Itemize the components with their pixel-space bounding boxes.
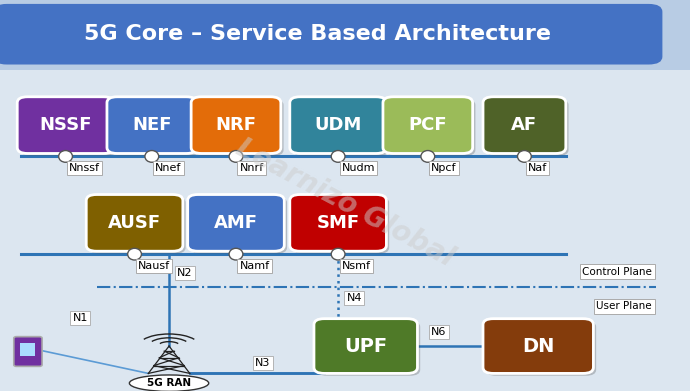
Ellipse shape: [421, 151, 435, 162]
Text: NSSF: NSSF: [39, 116, 92, 134]
FancyBboxPatch shape: [0, 4, 662, 65]
Text: 5G RAN: 5G RAN: [147, 378, 191, 388]
FancyBboxPatch shape: [314, 319, 417, 373]
Text: N1: N1: [72, 313, 88, 323]
Text: Nausf: Nausf: [138, 261, 170, 271]
Text: Namf: Namf: [239, 261, 270, 271]
Ellipse shape: [518, 151, 531, 162]
Ellipse shape: [59, 151, 72, 162]
Text: AMF: AMF: [214, 214, 258, 232]
Text: User Plane: User Plane: [596, 301, 652, 311]
Text: Nnssf: Nnssf: [69, 163, 100, 174]
FancyBboxPatch shape: [486, 99, 569, 156]
Ellipse shape: [331, 151, 345, 162]
FancyBboxPatch shape: [293, 197, 389, 253]
FancyBboxPatch shape: [107, 97, 197, 153]
FancyBboxPatch shape: [486, 321, 596, 376]
Ellipse shape: [145, 151, 159, 162]
Text: Nsmf: Nsmf: [342, 261, 371, 271]
Text: PCF: PCF: [408, 116, 447, 134]
FancyBboxPatch shape: [188, 194, 284, 251]
Ellipse shape: [129, 375, 209, 391]
FancyBboxPatch shape: [290, 194, 386, 251]
FancyBboxPatch shape: [386, 99, 475, 156]
Text: UDM: UDM: [315, 116, 362, 134]
FancyBboxPatch shape: [0, 0, 690, 70]
Text: N4: N4: [346, 293, 362, 303]
Text: AUSF: AUSF: [108, 214, 161, 232]
FancyBboxPatch shape: [194, 99, 284, 156]
Text: N3: N3: [255, 359, 270, 368]
FancyBboxPatch shape: [17, 97, 114, 153]
Text: N6: N6: [431, 327, 446, 337]
Ellipse shape: [229, 248, 243, 260]
Ellipse shape: [229, 151, 243, 162]
Text: Naf: Naf: [528, 163, 547, 174]
Text: Control Plane: Control Plane: [582, 267, 652, 277]
Text: Nnef: Nnef: [155, 163, 181, 174]
Text: DN: DN: [522, 337, 554, 355]
Ellipse shape: [128, 248, 141, 260]
FancyBboxPatch shape: [483, 319, 593, 373]
Text: Nnrf: Nnrf: [239, 163, 264, 174]
FancyBboxPatch shape: [110, 99, 199, 156]
FancyBboxPatch shape: [317, 321, 420, 376]
FancyBboxPatch shape: [383, 97, 473, 153]
FancyBboxPatch shape: [86, 194, 183, 251]
FancyBboxPatch shape: [20, 343, 35, 356]
Text: Nudm: Nudm: [342, 163, 375, 174]
Text: UPF: UPF: [344, 337, 387, 355]
Text: SMF: SMF: [317, 214, 359, 232]
Text: N2: N2: [177, 268, 193, 278]
FancyBboxPatch shape: [89, 197, 186, 253]
FancyBboxPatch shape: [20, 99, 117, 156]
FancyBboxPatch shape: [293, 99, 389, 156]
Text: Learnizo Global: Learnizo Global: [231, 134, 459, 273]
Text: 5G Core – Service Based Architecture: 5G Core – Service Based Architecture: [84, 24, 551, 45]
FancyBboxPatch shape: [290, 97, 386, 153]
Text: AF: AF: [511, 116, 538, 134]
FancyBboxPatch shape: [14, 337, 42, 366]
FancyBboxPatch shape: [483, 97, 566, 153]
Text: NRF: NRF: [215, 116, 257, 134]
FancyBboxPatch shape: [191, 97, 281, 153]
FancyBboxPatch shape: [190, 197, 287, 253]
Text: NEF: NEF: [132, 116, 172, 134]
Ellipse shape: [331, 248, 345, 260]
Text: Npcf: Npcf: [431, 163, 457, 174]
